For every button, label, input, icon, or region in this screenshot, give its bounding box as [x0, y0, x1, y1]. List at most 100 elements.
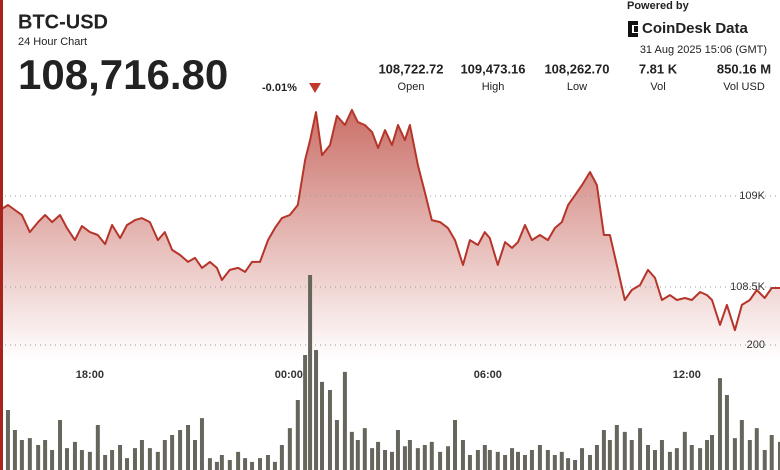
volume-bar: [710, 435, 715, 470]
volume-bar: [460, 440, 465, 470]
x-tick-label: 12:00: [673, 369, 701, 381]
volume-bar: [295, 400, 300, 470]
volume-bar: [342, 371, 347, 470]
volume-bar: [349, 431, 354, 470]
stat-label: Low: [567, 81, 587, 93]
x-tick-label: 18:00: [76, 369, 104, 381]
volume-bar: [214, 461, 219, 470]
volume-bar: [652, 450, 657, 470]
volume-bar: [689, 445, 694, 470]
volume-bar: [646, 445, 651, 470]
brand-logo: [628, 21, 638, 37]
volume-bar: [243, 458, 248, 470]
volume-bar: [193, 440, 197, 470]
subtitle: 24 Hour Chart: [18, 36, 87, 48]
stat-label: High: [482, 81, 505, 93]
volume-bar: [132, 448, 137, 470]
volume-bar: [178, 430, 183, 470]
volume-bar: [601, 430, 606, 470]
volume-bar: [698, 448, 703, 470]
powered-by: Powered by: [627, 0, 690, 12]
volume-bar: [87, 451, 92, 470]
y2-tick-label: 200: [747, 339, 765, 351]
stat-label: Vol USD: [723, 81, 765, 93]
volume-bar: [383, 450, 388, 470]
volume-bar: [495, 451, 500, 470]
volume-bar: [638, 428, 643, 470]
volume-bar: [186, 425, 191, 470]
volume-bar: [402, 446, 407, 470]
volume-bar: [170, 435, 175, 470]
volume-bar: [19, 440, 24, 470]
volume-bar: [303, 355, 308, 470]
volume-bar: [43, 440, 48, 470]
volume-bar: [227, 460, 232, 470]
volume-bar: [125, 458, 130, 470]
volume-bar: [422, 445, 427, 470]
volume-bar: [287, 428, 292, 470]
volume-bar: [12, 430, 17, 470]
price-area: [0, 109, 780, 470]
volume-bar: [236, 451, 241, 470]
y-tick-label: 109K: [739, 190, 765, 202]
volume-bar: [446, 446, 451, 470]
volume-bar: [487, 450, 492, 470]
volume-bar: [659, 440, 664, 470]
volume-bar: [587, 455, 592, 470]
volume-bar: [376, 441, 381, 470]
timestamp: 31 Aug 2025 15:06 (GMT): [640, 44, 767, 56]
volume-bar: [27, 438, 32, 470]
volume-bar: [389, 451, 394, 470]
brand: CoinDesk Data: [642, 20, 749, 37]
price-line: [0, 108, 780, 332]
volume-bar: [732, 438, 737, 470]
volume-bar: [272, 461, 277, 470]
volume-bar: [250, 461, 255, 470]
volume-bar: [355, 440, 360, 470]
volume-bar: [95, 425, 100, 470]
volume-bar: [79, 450, 84, 470]
volume-bar: [118, 445, 123, 470]
volume-bar: [279, 445, 284, 470]
stat-value: 109,473.16: [460, 61, 525, 76]
volume-bar: [705, 440, 710, 470]
x-tick-label: 06:00: [474, 369, 502, 381]
volume-bar: [5, 410, 10, 470]
volume-bar: [453, 420, 457, 470]
down-arrow: [309, 83, 321, 93]
volume-bar: [438, 451, 443, 470]
volume-bar: [573, 460, 578, 470]
volume-bar: [199, 418, 204, 470]
plot: 109K 108.5K 200 18:00 00:00 06:00 12:00: [0, 108, 780, 470]
volume-bar: [747, 440, 752, 470]
volume-bar: [139, 440, 144, 470]
volume-bar: [475, 450, 480, 470]
volume-bar: [522, 455, 527, 470]
volume-bar: [72, 441, 77, 470]
volume-bar: [314, 350, 319, 470]
volume-bar: [682, 431, 687, 470]
volume-bar: [207, 458, 212, 470]
volume-bar: [415, 448, 420, 470]
price: 108,716.80: [18, 51, 228, 98]
volume-bar: [529, 450, 534, 470]
volume-bar: [58, 420, 63, 470]
stats: 108,722.72 Open 109,473.16 High 108,262.70 Lo…: [378, 61, 771, 92]
volume-bar: [308, 275, 313, 470]
volume-bar: [36, 445, 41, 470]
volume-bar: [467, 455, 472, 470]
volume-bar: [64, 448, 69, 470]
volume-bar: [503, 455, 508, 470]
volume-bar: [155, 451, 160, 470]
volume-bar: [580, 448, 585, 470]
change: -0.01%: [262, 82, 297, 94]
volume-bar: [482, 445, 487, 470]
volume-bar: [607, 440, 612, 470]
stat-value: 108,262.70: [544, 61, 609, 76]
volume-bar: [147, 448, 152, 470]
volume-bar: [516, 451, 521, 470]
stat-value: 7.81 K: [639, 61, 678, 76]
volume-bar: [334, 420, 339, 470]
volume-bar: [629, 440, 634, 470]
